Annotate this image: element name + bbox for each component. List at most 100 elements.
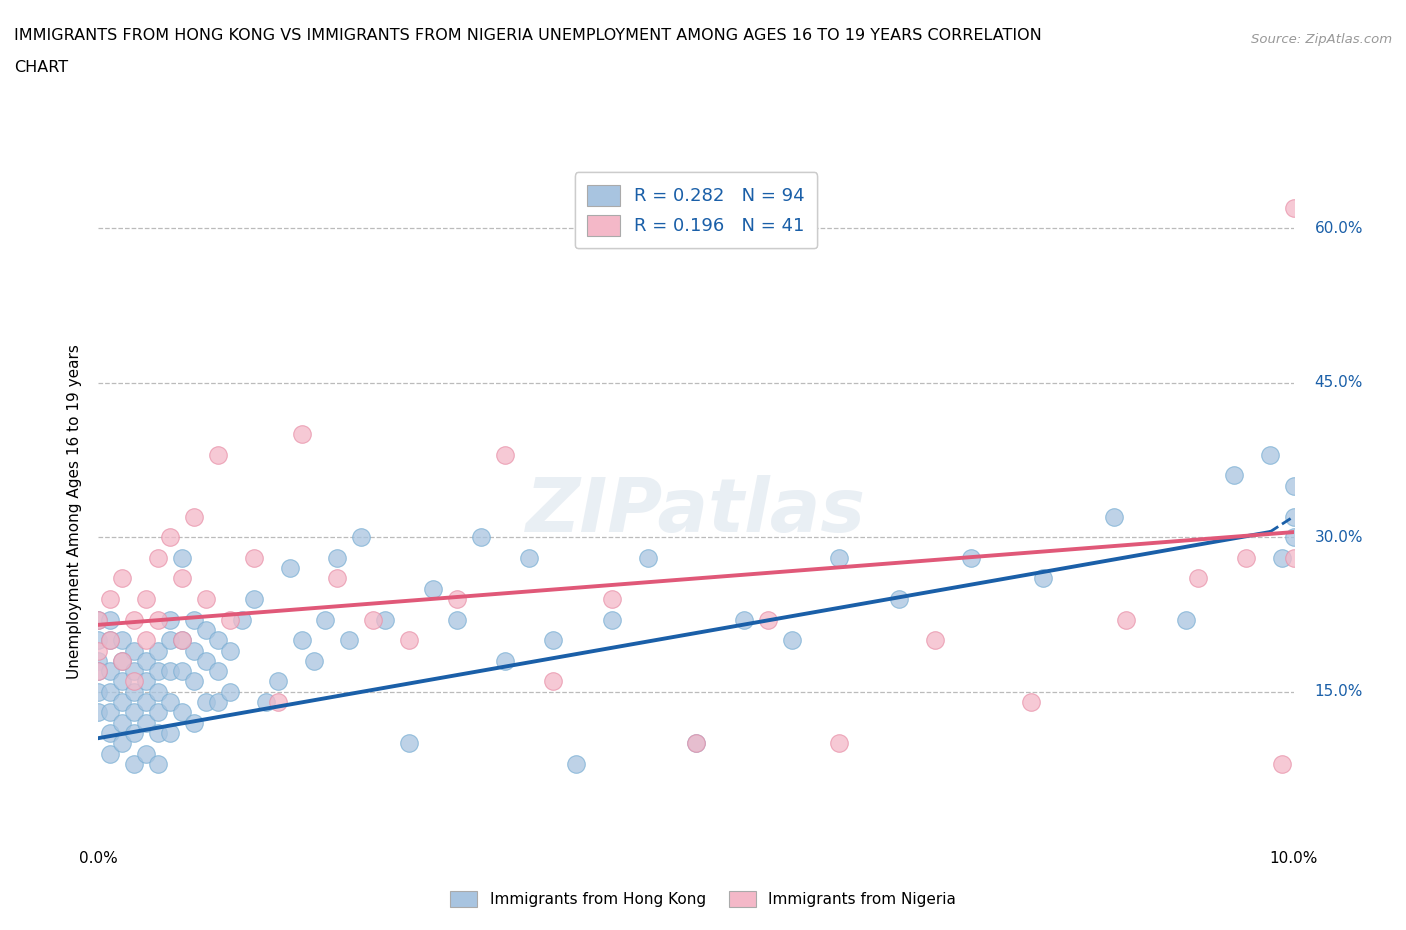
Point: [207, 447, 229, 462]
Point: [398, 632, 420, 647]
Point: [98, 684, 122, 699]
Point: [494, 447, 516, 462]
Point: [98, 705, 122, 720]
Point: [541, 632, 564, 647]
Text: 30.0%: 30.0%: [1315, 530, 1362, 545]
Point: [243, 591, 266, 606]
Point: [637, 551, 659, 565]
Point: [290, 632, 312, 647]
Point: [159, 612, 181, 627]
Point: [1234, 551, 1257, 565]
Point: [124, 664, 146, 679]
Point: [124, 684, 146, 699]
Point: [1223, 468, 1246, 483]
Point: [111, 632, 134, 647]
Point: [517, 551, 540, 565]
Point: [219, 684, 242, 699]
Point: [148, 612, 170, 627]
Point: [600, 612, 623, 627]
Point: [87, 654, 110, 669]
Point: [172, 551, 194, 565]
Text: IMMIGRANTS FROM HONG KONG VS IMMIGRANTS FROM NIGERIA UNEMPLOYMENT AMONG AGES 16 : IMMIGRANTS FROM HONG KONG VS IMMIGRANTS …: [14, 28, 1042, 43]
Point: [183, 715, 205, 730]
Point: [446, 612, 468, 627]
Point: [756, 612, 779, 627]
Point: [243, 551, 266, 565]
Point: [135, 695, 157, 710]
Point: [98, 664, 122, 679]
Point: [172, 705, 194, 720]
Point: [494, 654, 516, 669]
Point: [159, 725, 181, 740]
Point: [1271, 551, 1294, 565]
Point: [87, 664, 110, 679]
Point: [98, 632, 122, 647]
Point: [350, 530, 373, 545]
Point: [219, 644, 242, 658]
Point: [254, 695, 277, 710]
Point: [135, 674, 157, 689]
Point: [135, 591, 157, 606]
Point: [194, 622, 218, 637]
Point: [87, 612, 110, 627]
Point: [183, 612, 205, 627]
Point: [148, 756, 170, 771]
Legend: Immigrants from Hong Kong, Immigrants from Nigeria: Immigrants from Hong Kong, Immigrants fr…: [444, 884, 962, 913]
Point: [1032, 571, 1054, 586]
Point: [194, 591, 218, 606]
Point: [470, 530, 492, 545]
Text: 45.0%: 45.0%: [1315, 375, 1362, 391]
Point: [398, 736, 420, 751]
Point: [231, 612, 253, 627]
Point: [87, 632, 110, 647]
Point: [960, 551, 983, 565]
Point: [828, 551, 851, 565]
Point: [889, 591, 911, 606]
Point: [159, 664, 181, 679]
Point: [87, 705, 110, 720]
Point: [87, 644, 110, 658]
Point: [159, 530, 181, 545]
Text: CHART: CHART: [14, 60, 67, 75]
Point: [207, 695, 229, 710]
Point: [924, 632, 946, 647]
Point: [219, 612, 242, 627]
Point: [290, 427, 312, 442]
Point: [1282, 200, 1305, 215]
Point: [194, 695, 218, 710]
Point: [1258, 447, 1281, 462]
Point: [183, 510, 205, 525]
Point: [124, 725, 146, 740]
Point: [111, 674, 134, 689]
Point: [124, 644, 146, 658]
Point: [98, 725, 122, 740]
Point: [124, 674, 146, 689]
Point: [124, 756, 146, 771]
Point: [374, 612, 396, 627]
Point: [315, 612, 337, 627]
Point: [111, 695, 134, 710]
Point: [135, 746, 157, 761]
Point: [98, 591, 122, 606]
Text: ZIPatlas: ZIPatlas: [526, 475, 866, 548]
Point: [363, 612, 385, 627]
Point: [685, 736, 707, 751]
Point: [207, 632, 229, 647]
Point: [541, 674, 564, 689]
Point: [135, 654, 157, 669]
Point: [87, 612, 110, 627]
Point: [124, 705, 146, 720]
Point: [267, 674, 290, 689]
Point: [172, 632, 194, 647]
Point: [565, 756, 588, 771]
Point: [446, 591, 468, 606]
Point: [600, 591, 623, 606]
Point: [111, 654, 134, 669]
Point: [111, 715, 134, 730]
Point: [1175, 612, 1198, 627]
Point: [87, 664, 110, 679]
Point: [278, 561, 301, 576]
Point: [172, 632, 194, 647]
Point: [1019, 695, 1042, 710]
Point: [207, 664, 229, 679]
